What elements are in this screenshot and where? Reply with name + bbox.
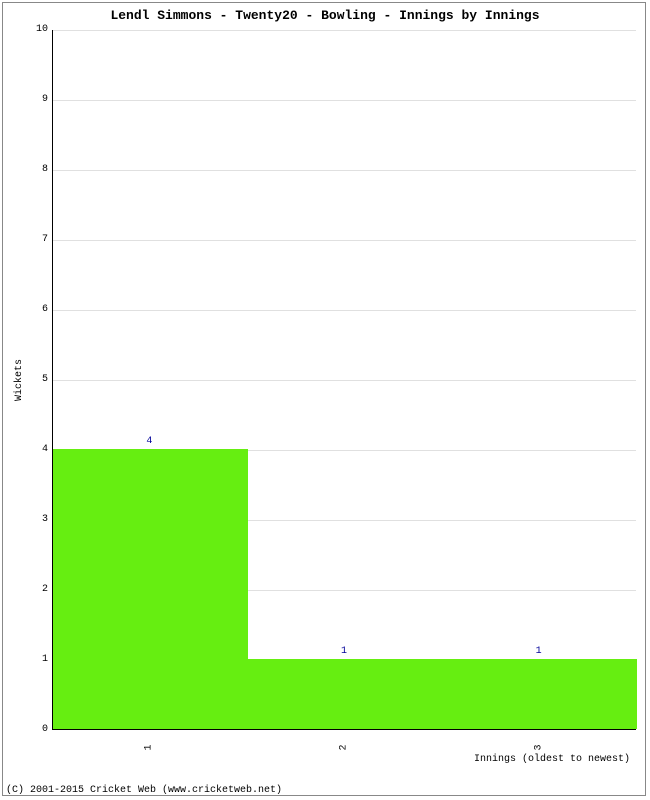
x-tick-label: 3 bbox=[533, 738, 544, 758]
gridline bbox=[53, 240, 636, 241]
bar bbox=[442, 659, 637, 729]
chart-container: Lendl Simmons - Twenty20 - Bowling - Inn… bbox=[0, 0, 650, 800]
y-tick-label: 9 bbox=[18, 94, 48, 105]
copyright-text: (C) 2001-2015 Cricket Web (www.cricketwe… bbox=[6, 785, 282, 796]
y-tick-label: 8 bbox=[18, 164, 48, 175]
x-tick-label: 2 bbox=[339, 738, 350, 758]
y-tick-label: 5 bbox=[18, 374, 48, 385]
y-tick-label: 10 bbox=[18, 24, 48, 35]
bar-value-label: 1 bbox=[324, 646, 364, 657]
y-tick-label: 0 bbox=[18, 724, 48, 735]
bar bbox=[248, 659, 443, 729]
y-tick-label: 4 bbox=[18, 444, 48, 455]
bar-value-label: 1 bbox=[519, 646, 559, 657]
y-tick-label: 2 bbox=[18, 584, 48, 595]
y-tick-label: 1 bbox=[18, 654, 48, 665]
y-tick-label: 7 bbox=[18, 234, 48, 245]
y-tick-label: 6 bbox=[18, 304, 48, 315]
gridline bbox=[53, 170, 636, 171]
bar bbox=[53, 449, 248, 729]
chart-title: Lendl Simmons - Twenty20 - Bowling - Inn… bbox=[0, 8, 650, 23]
plot-area bbox=[52, 30, 636, 730]
x-tick-label: 1 bbox=[144, 738, 155, 758]
gridline bbox=[53, 380, 636, 381]
gridline bbox=[53, 100, 636, 101]
gridline bbox=[53, 310, 636, 311]
bar-value-label: 4 bbox=[129, 436, 169, 447]
y-tick-label: 3 bbox=[18, 514, 48, 525]
gridline bbox=[53, 30, 636, 31]
